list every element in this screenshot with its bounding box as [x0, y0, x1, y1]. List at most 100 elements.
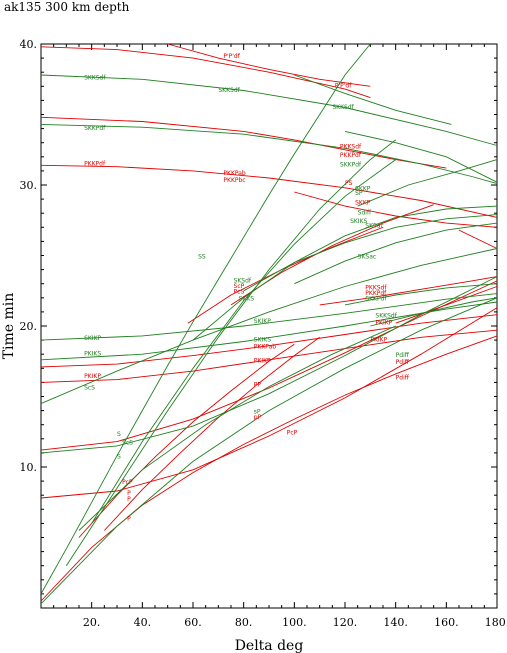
phase-label: sP	[254, 408, 261, 415]
phase-label: PKKSdf	[365, 284, 387, 291]
phase-label: ScP	[234, 283, 245, 290]
phase-label: PKIKP	[375, 320, 392, 327]
phase-label: PcP	[287, 430, 298, 437]
series-line	[40, 293, 498, 341]
phase-label: P	[127, 490, 131, 497]
series-line	[192, 205, 498, 341]
series-line	[458, 229, 498, 249]
phase-label: PKKPdf	[340, 152, 362, 159]
axis-ticks: 20. 40. 60. 80. 100. 120. 140. 160. 180. 10. 20. 30…	[20, 38, 507, 629]
series-line	[344, 130, 498, 183]
phase-label: Sdiff	[358, 210, 372, 217]
phase-label: ScS	[122, 439, 133, 446]
phase-label: SKKSdf	[332, 104, 354, 111]
series-line	[243, 214, 498, 292]
x-tick-label: 140.	[383, 616, 408, 629]
series-line	[65, 139, 396, 566]
phase-label: SKIKP	[254, 318, 271, 325]
series-line	[294, 74, 452, 125]
phase-label: Pdiff	[396, 352, 410, 359]
phase-label: PKKPab	[223, 170, 246, 177]
series-line	[40, 329, 498, 383]
series-line	[40, 280, 498, 451]
phase-label: S	[117, 454, 121, 461]
phase-label: SKKPdf	[340, 162, 362, 169]
phase-label: SKKP	[355, 200, 371, 207]
series-line	[344, 283, 498, 306]
series-line	[40, 123, 498, 185]
series-line	[40, 46, 371, 99]
y-tick-label: 20.	[20, 320, 38, 333]
phase-label: SKKSdf	[375, 313, 397, 320]
series-line	[395, 286, 498, 324]
series-line	[40, 43, 371, 595]
x-tick-label: 160.	[434, 616, 459, 629]
phase-label: SKKSdf	[218, 87, 240, 94]
phase-label: SP	[355, 190, 363, 197]
phase-label: SKIKS	[350, 218, 367, 225]
series-line	[78, 325, 396, 531]
phase-labels: P'P'df P'P'df SKKSdf SKKSdf SKKSdf SKKPdf PKKS…	[84, 53, 410, 522]
phase-label: SKKPdf	[84, 125, 106, 132]
series-line	[294, 191, 498, 228]
series-line	[357, 159, 498, 207]
phase-label: PKIKS	[84, 351, 101, 358]
phase-label: ScS	[84, 384, 95, 391]
chart-title: ak135 300 km depth	[4, 0, 130, 14]
phase-label: PKKPab	[254, 344, 277, 351]
phase-label: pP	[254, 414, 262, 421]
x-tick-label: 80.	[235, 616, 253, 629]
phase-label: PcS	[234, 289, 245, 296]
phase-label: SKKPdf	[365, 296, 387, 303]
phase-label: PcP	[122, 479, 133, 486]
series-line	[319, 276, 498, 306]
series-group	[40, 43, 498, 605]
series-line	[40, 164, 498, 218]
phase-label: P'P'df	[335, 83, 352, 90]
phase-label: SKKS	[239, 296, 255, 303]
y-tick-label: 40.	[20, 38, 38, 51]
series-line	[78, 343, 295, 538]
series-line	[187, 226, 384, 324]
x-tick-label: 60.	[184, 616, 202, 629]
x-tick-label: 40.	[134, 616, 152, 629]
series-line	[40, 74, 498, 146]
phase-label: PP	[254, 382, 262, 389]
phase-label: PS	[345, 180, 353, 187]
phase-label: SKKP	[355, 186, 371, 193]
phase-label: P	[127, 516, 131, 523]
phase-label: SKIKS	[254, 337, 271, 344]
phase-label: SKSac	[365, 222, 384, 229]
x-tick-label: 100.	[282, 616, 307, 629]
series-line	[167, 43, 371, 87]
series-line	[40, 276, 498, 454]
phase-label: PKIKP	[84, 373, 101, 380]
series-line	[40, 314, 498, 368]
phase-label: SKSac	[358, 253, 377, 260]
phase-label: Pdiff	[396, 359, 410, 366]
phase-label: PKKPdf	[365, 290, 387, 297]
phase-label: SKIKP	[84, 335, 101, 342]
phase-label: PKIKP	[370, 337, 387, 344]
series-line	[230, 204, 434, 306]
y-tick-label: 10.	[20, 461, 38, 474]
phase-label: PKIKP	[254, 358, 271, 365]
phase-label: PKKSdf	[340, 143, 362, 150]
series-line	[40, 248, 498, 405]
phase-label: Pdiff	[396, 375, 410, 382]
x-tick-label: 120.	[333, 616, 358, 629]
phase-label: P'P'df	[223, 53, 240, 60]
phase-label: PKKPdf	[84, 160, 106, 167]
phase-label: P	[127, 496, 131, 503]
series-line	[370, 297, 498, 327]
phase-label: PKKPbc	[223, 177, 245, 184]
series-line	[40, 301, 498, 361]
x-axis-label: Delta deg	[235, 638, 304, 653]
series-line	[294, 222, 498, 285]
x-tick-label: 180.	[485, 616, 507, 629]
phase-label: SS	[198, 253, 206, 260]
y-axis-label: Time min	[1, 293, 17, 360]
series-line	[40, 297, 498, 605]
y-tick-label: 30.	[20, 179, 38, 192]
